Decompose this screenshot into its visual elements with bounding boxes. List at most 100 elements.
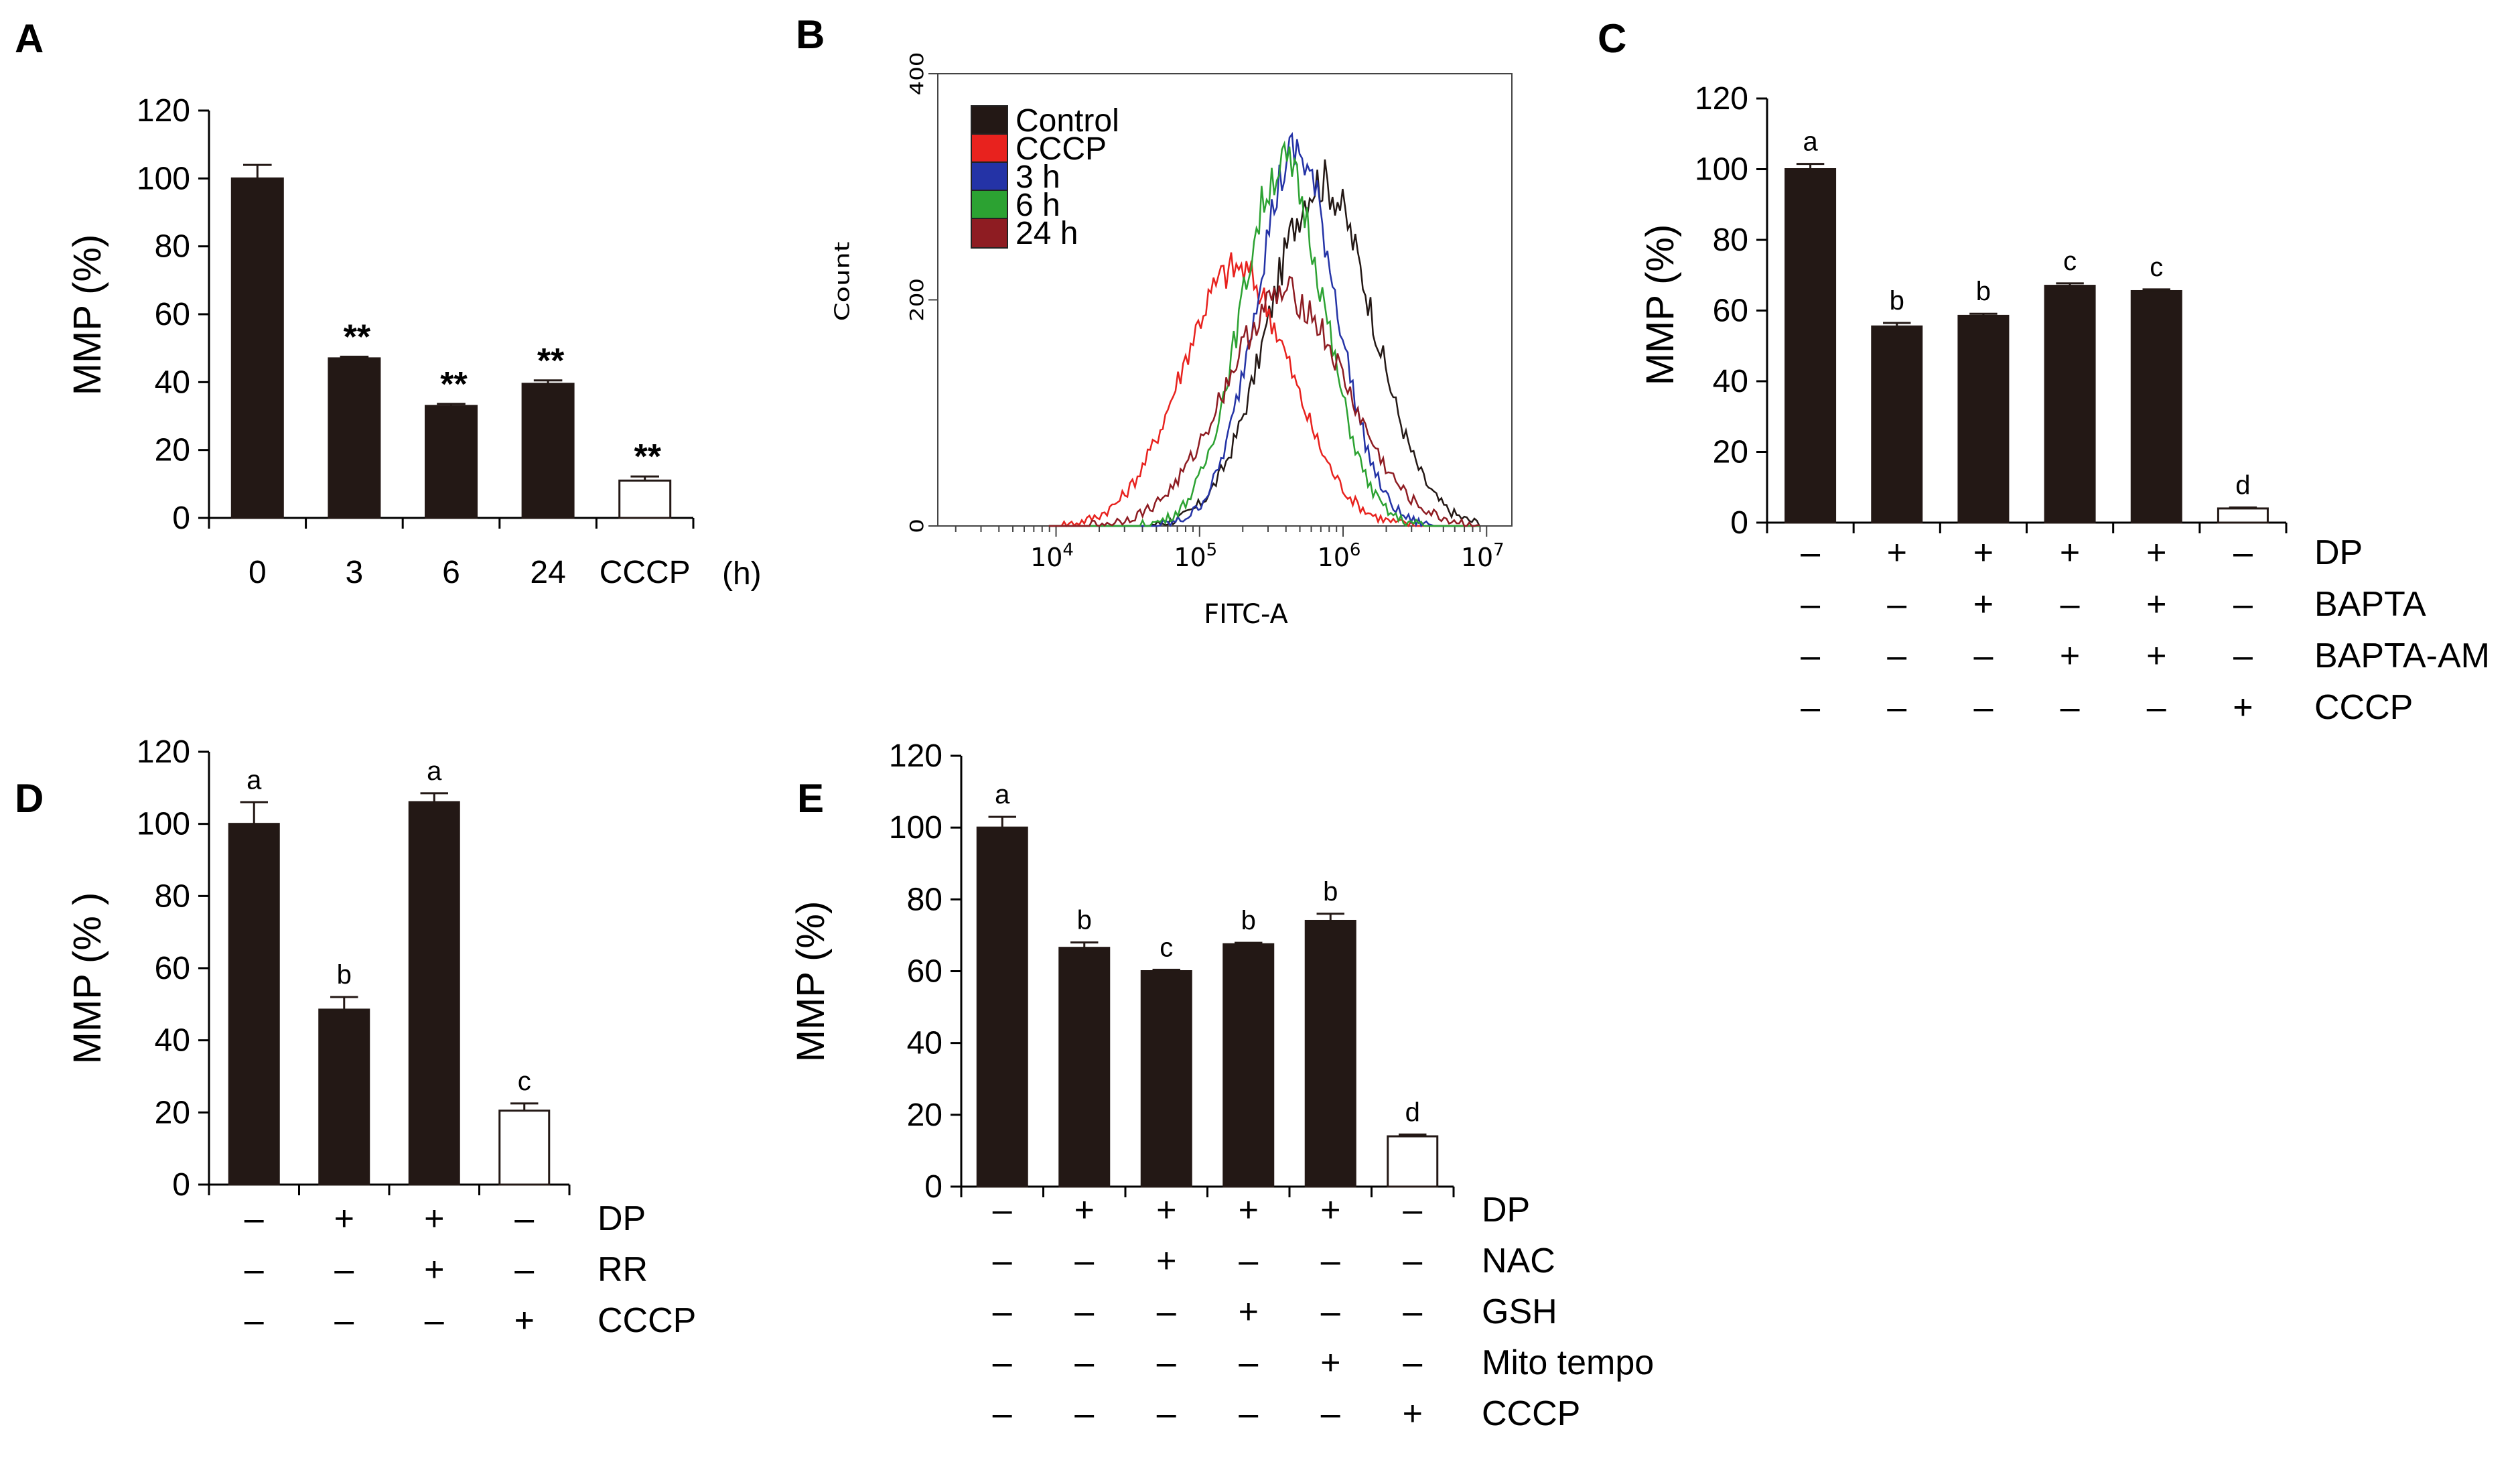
panel-d-error-bar — [240, 801, 268, 824]
panel-e-bar — [1140, 970, 1192, 1188]
panel-d-bar — [318, 1008, 370, 1186]
panel-b-legend-swatch — [971, 105, 1008, 136]
panel-d-condition-mark: + — [424, 1199, 444, 1238]
panel-e-ytick-label: 60 — [907, 954, 942, 990]
panel-b-legend-label: 6 h — [1016, 188, 1060, 223]
panel-b-histogram-line — [1048, 252, 1480, 528]
panel-d-significance-letter: c — [518, 1067, 531, 1096]
panel-label-a: A — [15, 16, 44, 61]
panel-b-xtick-label: 105 — [1174, 540, 1217, 572]
panel-a-xtick-label: 0 — [249, 555, 267, 590]
panel-c-ytick-label: 80 — [1713, 222, 1748, 258]
panel-e-ytick-label: 0 — [924, 1169, 942, 1205]
panel-e-condition-mark: – — [993, 1343, 1012, 1382]
panel-label-d: D — [15, 776, 44, 821]
panel-c-ytick-label: 40 — [1713, 364, 1748, 399]
panel-e-condition-mark: – — [1239, 1394, 1258, 1433]
panel-e-condition-mark: – — [993, 1191, 1012, 1229]
panel-a-ytick-label: 20 — [155, 433, 190, 468]
panel-b-ytick-group: 0 — [906, 519, 928, 533]
panel-d-condition-mark: – — [514, 1250, 534, 1289]
panel-b-ytick-group: 400 — [906, 52, 928, 96]
panel-c-bar — [2044, 285, 2096, 524]
panel-b-xtick-label: 106 — [1318, 540, 1361, 572]
panel-c-condition-mark: + — [2146, 585, 2166, 624]
panel-e-significance-letter: a — [995, 780, 1010, 809]
panel-e-error-bar — [1070, 941, 1099, 948]
panel-c-condition-mark: + — [1973, 533, 1993, 572]
panel-e-condition-mark: + — [1156, 1242, 1176, 1280]
panel-b-legend-swatch — [971, 218, 1008, 249]
panel-c-condition-mark: – — [2233, 533, 2253, 572]
panel-e-condition-mark: – — [1321, 1242, 1340, 1280]
panel-a-ytick-label: 80 — [155, 229, 190, 265]
panel-e-condition-mark: – — [993, 1242, 1012, 1280]
panel-e-error-bar — [1399, 1133, 1427, 1136]
panel-d-condition-mark: + — [424, 1250, 444, 1289]
panel-e-significance-letter: c — [1160, 933, 1173, 962]
panel-c-bar — [1784, 168, 1837, 524]
panel-a-ytick-label: 0 — [172, 501, 190, 536]
panel-c-error-bar — [1883, 322, 1911, 327]
panel-a-ylabel: MMP (%) — [66, 235, 109, 396]
panel-d-ytick-label: 40 — [155, 1023, 190, 1059]
panel-c-condition-mark: – — [2060, 688, 2080, 727]
panel-e-ytick-label: 20 — [907, 1097, 942, 1133]
panel-c-condition-mark: + — [1973, 585, 1993, 624]
panel-b-xlabel: FITC-A — [1204, 599, 1288, 630]
panel-c-significance-letter: c — [2150, 253, 2163, 282]
panel-c-error-bar — [2229, 506, 2257, 509]
panel-a-error-bar — [437, 403, 466, 406]
panel-c-bar — [2130, 289, 2182, 524]
panel-e-chart: MMP (%) 0 20 40 60 80 100 120 a b c b b d – + + + + – DP – – +… — [789, 738, 1654, 1433]
panel-b-legend-swatch — [971, 161, 1008, 192]
panel-a-xtick-label: 24 — [530, 555, 565, 590]
panel-a-significance-stars: ** — [440, 365, 468, 404]
panel-d-chart: MMP (% ) 0 20 40 60 80 100 120 a b a c – + + – DP – – + – RR… — [66, 734, 696, 1340]
panel-e-condition-mark: – — [1321, 1394, 1340, 1433]
panel-c-condition-mark: – — [1887, 688, 1906, 727]
panel-c-significance-letter: b — [1976, 277, 1991, 306]
panel-d-error-bar — [330, 996, 358, 1010]
panel-d-significance-letter: b — [337, 960, 352, 990]
panel-c-condition-mark: – — [1801, 688, 1820, 727]
panel-c-condition-mark: + — [1887, 533, 1907, 572]
panel-e-condition-label: CCCP — [1482, 1394, 1580, 1433]
panel-d-error-bar — [420, 792, 448, 803]
panel-c-significance-letter: d — [2235, 470, 2250, 500]
panel-e-condition-mark: – — [1074, 1242, 1094, 1280]
panel-e-condition-mark: – — [1157, 1343, 1176, 1382]
panel-c-chart: MMP (%) 0 20 40 60 80 100 120 a b b c c d – + + + + – DP – – +… — [1638, 81, 2490, 727]
panel-c-condition-mark: + — [2233, 688, 2253, 727]
panel-e-condition-mark: – — [1239, 1242, 1258, 1280]
panel-e-error-bar — [1316, 913, 1344, 921]
panel-e-ylabel: MMP (%) — [789, 901, 833, 1063]
panel-c-condition-mark: – — [2147, 688, 2166, 727]
panel-d-ytick-label: 20 — [155, 1095, 190, 1130]
panel-c-condition-mark: – — [1887, 637, 1906, 675]
panel-b-histogram: Count FITC-A 0 200 400 104 105 106 107 ControlC… — [831, 52, 1513, 630]
panel-b-legend-label: Control — [1016, 103, 1119, 139]
panel-label-c: C — [1598, 16, 1626, 61]
panel-a-xunit: (h) — [722, 556, 762, 592]
panel-b-legend-label: 3 h — [1016, 159, 1060, 195]
panel-c-condition-label: BAPTA-AM — [2314, 637, 2490, 675]
panel-d-ytick-label: 80 — [155, 878, 190, 914]
panel-d-condition-mark: – — [244, 1199, 264, 1238]
panel-c-condition-label: CCCP — [2314, 688, 2413, 727]
panel-c-condition-mark: + — [2060, 637, 2080, 675]
panel-b-histogram-line — [1048, 159, 1480, 527]
panel-e-condition-mark: – — [1074, 1394, 1094, 1433]
panel-b-xtick-label: 107 — [1461, 540, 1504, 572]
panel-c-bar — [1957, 314, 2010, 524]
panel-e-condition-label: DP — [1482, 1191, 1530, 1229]
panel-d-error-bar — [510, 1102, 539, 1111]
panel-d-condition-mark: + — [514, 1301, 535, 1340]
panel-e-condition-mark: – — [993, 1292, 1012, 1331]
panel-d-bar — [228, 823, 280, 1186]
panel-c-significance-letter: c — [2063, 247, 2077, 276]
panel-b-ytick-label: 400 — [906, 52, 928, 96]
panel-b-ytick-label: 0 — [906, 519, 928, 533]
panel-e-condition-mark: – — [993, 1394, 1012, 1433]
panel-e-condition-mark: – — [1403, 1292, 1422, 1331]
